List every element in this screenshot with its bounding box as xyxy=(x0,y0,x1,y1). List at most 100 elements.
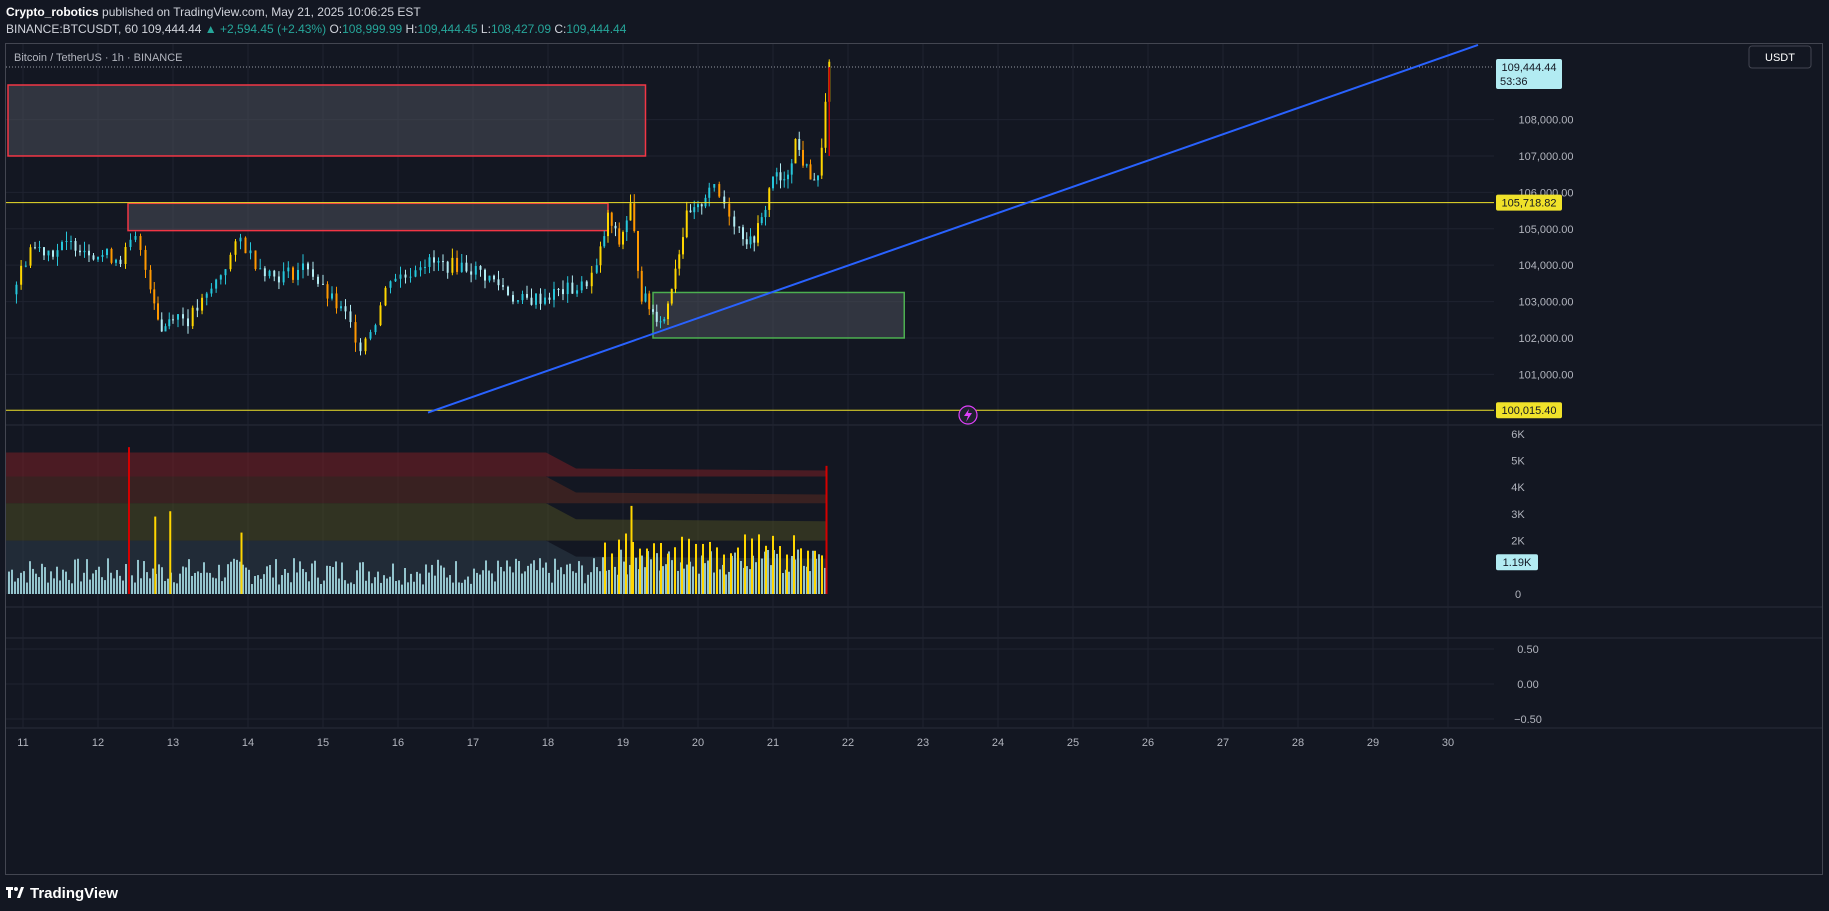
volume-bar xyxy=(245,567,247,594)
candle-body xyxy=(88,250,90,256)
volume-bar xyxy=(281,575,283,594)
volume-bar xyxy=(77,558,79,594)
volume-bar xyxy=(65,571,67,594)
candles xyxy=(15,59,831,356)
candle-body xyxy=(277,276,280,283)
volume-tick-label: 5K xyxy=(1511,456,1525,468)
volume-bar xyxy=(320,584,322,594)
time-tick-label: 23 xyxy=(917,737,929,749)
candle-body xyxy=(201,297,204,311)
volume-bar xyxy=(179,573,181,594)
candle-body xyxy=(210,288,213,294)
volume-bar xyxy=(575,572,577,594)
candle-body xyxy=(344,306,347,312)
time-tick-label: 24 xyxy=(992,737,1004,749)
volume-bar xyxy=(197,571,199,594)
volume-bar xyxy=(35,573,37,594)
volume-bar xyxy=(824,567,826,594)
volume-band-elevated xyxy=(6,503,826,541)
volume-bar xyxy=(101,577,103,594)
volume-bar xyxy=(215,578,217,594)
volume-bar xyxy=(665,564,667,594)
volume-bar xyxy=(335,561,337,594)
volume-bar xyxy=(572,571,574,594)
candle-body xyxy=(307,263,309,270)
candle-body xyxy=(239,237,242,242)
time-tick-label: 27 xyxy=(1217,737,1229,749)
volume-bar xyxy=(812,550,814,594)
candle-body xyxy=(34,247,36,249)
volume-bar xyxy=(416,571,418,594)
volume-bar xyxy=(392,563,394,594)
volume-bar-elevated xyxy=(660,542,662,594)
volume-bar-elevated xyxy=(702,543,704,594)
candle-body xyxy=(562,289,564,295)
volume-band-extreme xyxy=(6,452,826,477)
candle-body xyxy=(317,276,319,284)
candle-body xyxy=(470,271,473,275)
candle-body xyxy=(535,293,537,305)
volume-bar xyxy=(428,572,430,594)
volume-bar xyxy=(50,571,52,594)
volume-bar xyxy=(92,573,94,594)
axes: 11 12 13 14 15 16 17 18 19 20 21 22 23 24 25 26 27 28 29 30… xyxy=(17,59,1574,749)
volume-bar xyxy=(422,584,424,594)
volume-bar xyxy=(767,549,769,594)
candle-body xyxy=(115,259,117,263)
candle-body xyxy=(287,267,290,272)
volume-bar-elevated xyxy=(786,554,788,594)
volume-bar xyxy=(707,560,709,594)
volume-bar xyxy=(725,574,727,594)
volume-bar-elevated xyxy=(695,543,697,594)
author-name[interactable]: Crypto_robotics xyxy=(6,5,99,19)
volume-bar xyxy=(275,559,277,594)
volume-bar xyxy=(488,570,490,594)
alert-icon[interactable] xyxy=(958,405,978,425)
candle-body xyxy=(153,289,156,304)
candle-body xyxy=(149,269,152,290)
candle-body xyxy=(749,236,752,245)
candle-body xyxy=(614,225,617,229)
candle-body xyxy=(753,236,756,243)
drawings xyxy=(6,44,1494,414)
volume-bar xyxy=(218,564,220,594)
volume-bar-elevated xyxy=(639,548,641,594)
time-tick-label: 25 xyxy=(1067,737,1079,749)
volume-bar xyxy=(338,578,340,594)
currency-button[interactable]: USDT xyxy=(1748,45,1812,69)
volume-bar xyxy=(491,573,493,594)
volume-bar xyxy=(443,567,445,594)
price-chart[interactable]: 11 12 13 14 15 16 17 18 19 20 21 22 23 24 25 26 27 28 29 30… xyxy=(6,44,1822,874)
candle-body xyxy=(215,279,218,289)
volume-bar xyxy=(44,567,46,594)
candle-body xyxy=(809,164,812,180)
volume-bar xyxy=(164,581,166,594)
volume-bar xyxy=(371,583,373,594)
candle-body xyxy=(52,250,54,257)
volume-bar xyxy=(38,577,40,594)
volume-bar xyxy=(482,570,484,594)
tradingview-logo-icon xyxy=(6,886,24,900)
price-label-text: 109,444.44 xyxy=(1501,62,1556,74)
volume-bar xyxy=(260,578,262,594)
volume-bar xyxy=(713,572,715,594)
volume-bar xyxy=(137,559,139,594)
candle-body xyxy=(110,248,113,263)
candle-body xyxy=(571,282,574,294)
candle-body xyxy=(521,294,524,301)
candle-body xyxy=(20,265,23,285)
volume-bar xyxy=(512,572,514,594)
volume-bar xyxy=(236,559,238,594)
candle-body xyxy=(428,257,431,267)
candle-body xyxy=(409,276,412,278)
trendline[interactable] xyxy=(427,44,1479,414)
volume-bar xyxy=(356,570,358,594)
chart-pane[interactable]: 11 12 13 14 15 16 17 18 19 20 21 22 23 24 25 26 27 28 29 30… xyxy=(5,43,1823,875)
volume-bar xyxy=(254,576,256,594)
volume-bar xyxy=(671,560,673,594)
legend-title: Bitcoin / TetherUS · 1h · BINANCE xyxy=(14,52,183,64)
volume-bar xyxy=(641,555,643,594)
candle-body xyxy=(517,300,519,302)
volume-last-text: 1.19K xyxy=(1503,557,1532,569)
candle-body xyxy=(798,138,801,150)
